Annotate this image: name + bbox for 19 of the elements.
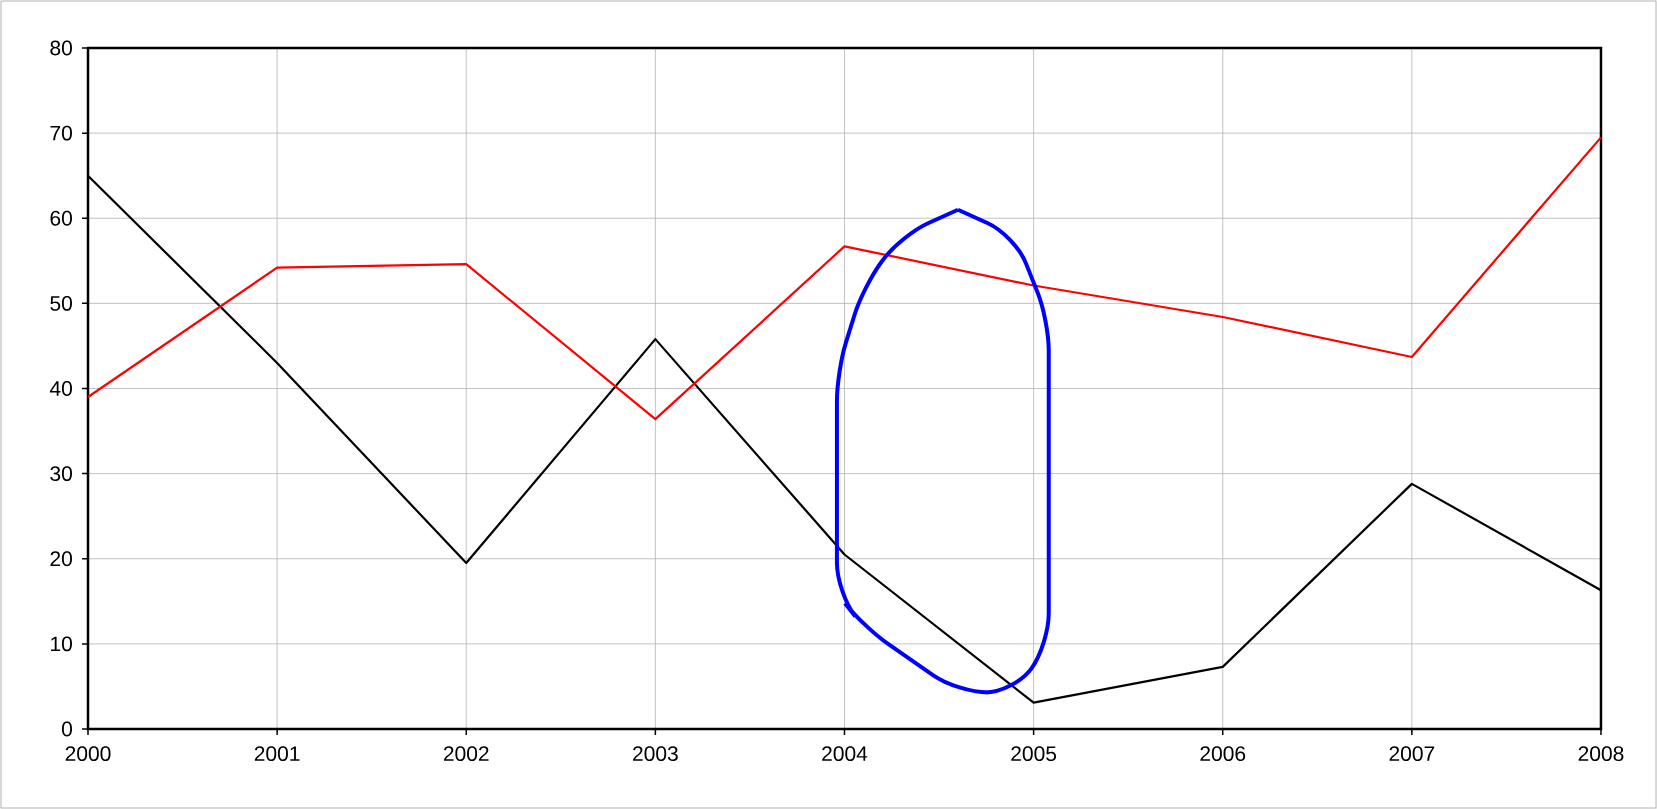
x-tick-label: 2003 bbox=[633, 746, 678, 762]
y-tick-label: 50 bbox=[50, 295, 72, 311]
x-tick-label: 2008 bbox=[1578, 746, 1624, 762]
y-tick-label: 70 bbox=[50, 125, 72, 141]
x-tick-label: 2000 bbox=[65, 746, 111, 762]
y-tick-label: 0 bbox=[61, 721, 72, 737]
y-tick-label: 10 bbox=[51, 636, 72, 652]
y-tick-label: 80 bbox=[50, 40, 72, 56]
y-tick-label: 20 bbox=[50, 551, 72, 567]
y-tick-label: 30 bbox=[50, 466, 72, 482]
x-tick-label: 2002 bbox=[443, 746, 489, 762]
x-tick-label: 2006 bbox=[1200, 746, 1246, 762]
x-tick-label: 2001 bbox=[254, 746, 300, 762]
y-tick-label: 60 bbox=[50, 210, 72, 226]
line-series bbox=[86, 136, 1603, 421]
y-tick-label: 40 bbox=[49, 381, 72, 396]
x-tick-label: 2004 bbox=[822, 746, 868, 762]
x-tick-label: 2007 bbox=[1389, 746, 1435, 762]
x-tick-label: 2005 bbox=[1011, 746, 1057, 762]
